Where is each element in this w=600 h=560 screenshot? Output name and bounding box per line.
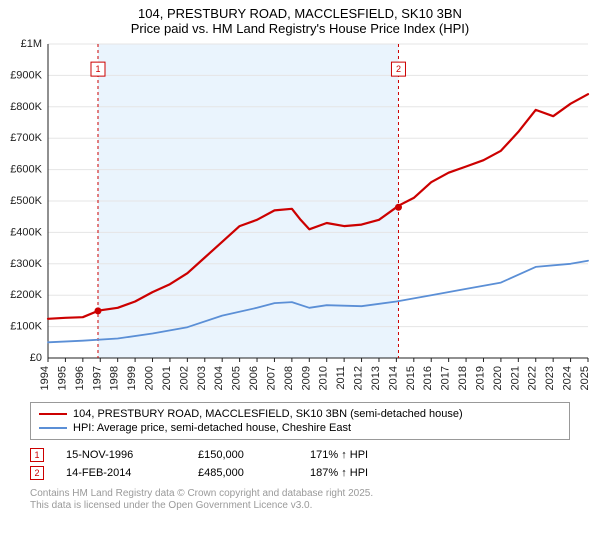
svg-text:2006: 2006 [248,366,260,390]
sale-price: £485,000 [198,467,288,479]
svg-text:£700K: £700K [10,132,42,144]
svg-text:2023: 2023 [544,366,556,390]
svg-text:£1M: £1M [21,38,42,50]
svg-text:2017: 2017 [440,366,452,390]
sale-row: 1 15-NOV-1996 £150,000 171% ↑ HPI [30,446,570,464]
sales-table: 1 15-NOV-1996 £150,000 171% ↑ HPI 2 14-FEB-20… [30,446,570,482]
svg-text:2004: 2004 [213,366,225,390]
svg-text:2005: 2005 [231,366,243,390]
svg-text:2021: 2021 [509,366,521,390]
svg-text:2020: 2020 [492,366,504,390]
legend-swatch [39,427,67,429]
svg-text:2019: 2019 [474,366,486,390]
sale-row: 2 14-FEB-2014 £485,000 187% ↑ HPI [30,464,570,482]
svg-text:£0: £0 [30,352,42,364]
svg-text:£900K: £900K [10,69,42,81]
svg-text:1997: 1997 [91,366,103,390]
legend-swatch [39,413,67,415]
sale-marker: 1 [30,448,44,462]
svg-text:2003: 2003 [196,366,208,390]
svg-text:2016: 2016 [422,366,434,390]
svg-text:2008: 2008 [283,366,295,390]
svg-text:£300K: £300K [10,258,42,270]
license-line1: Contains HM Land Registry data © Crown c… [30,488,570,500]
svg-text:1995: 1995 [56,366,68,390]
svg-text:2011: 2011 [335,366,347,390]
sale-price: £150,000 [198,449,288,461]
svg-text:2010: 2010 [318,366,330,390]
svg-text:2: 2 [396,64,401,74]
chart-title-block: 104, PRESTBURY ROAD, MACCLESFIELD, SK10 … [0,0,600,38]
sale-hpi-delta: 171% ↑ HPI [310,449,368,461]
svg-text:1999: 1999 [126,366,138,390]
sale-marker: 2 [30,466,44,480]
legend-row: 104, PRESTBURY ROAD, MACCLESFIELD, SK10 … [39,407,561,421]
license-text: Contains HM Land Registry data © Crown c… [30,488,570,512]
svg-text:1998: 1998 [109,366,121,390]
svg-text:2014: 2014 [387,366,399,390]
svg-text:2000: 2000 [144,366,156,390]
sale-hpi-delta: 187% ↑ HPI [310,467,368,479]
legend-row: HPI: Average price, semi-detached house,… [39,421,561,435]
legend-label: HPI: Average price, semi-detached house,… [73,422,351,434]
svg-text:2009: 2009 [300,366,312,390]
svg-text:2025: 2025 [579,366,591,390]
svg-text:1: 1 [95,64,100,74]
svg-text:1994: 1994 [39,366,51,390]
svg-text:2018: 2018 [457,366,469,390]
chart-footer: 104, PRESTBURY ROAD, MACCLESFIELD, SK10 … [0,398,600,518]
svg-text:£500K: £500K [10,195,42,207]
svg-text:2024: 2024 [562,366,574,390]
svg-text:2001: 2001 [161,366,173,390]
svg-text:1996: 1996 [74,366,86,390]
sale-date: 14-FEB-2014 [66,467,176,479]
chart-svg: £0 £100K £200K £300K £400K £500K £600K £700K £80… [0,38,600,398]
chart-title-line2: Price paid vs. HM Land Registry's House … [10,21,590,36]
chart-container: 104, PRESTBURY ROAD, MACCLESFIELD, SK10 … [0,0,600,560]
license-line2: This data is licensed under the Open Gov… [30,500,570,512]
svg-text:2022: 2022 [527,366,539,390]
svg-text:2012: 2012 [353,366,365,390]
svg-text:2013: 2013 [370,366,382,390]
svg-text:£600K: £600K [10,164,42,176]
svg-text:2002: 2002 [178,366,190,390]
svg-text:2007: 2007 [265,366,277,390]
chart-title-line1: 104, PRESTBURY ROAD, MACCLESFIELD, SK10 … [10,6,590,21]
legend-box: 104, PRESTBURY ROAD, MACCLESFIELD, SK10 … [30,402,570,440]
svg-text:£400K: £400K [10,226,42,238]
svg-text:£200K: £200K [10,289,42,301]
svg-text:£100K: £100K [10,321,42,333]
legend-label: 104, PRESTBURY ROAD, MACCLESFIELD, SK10 … [73,408,463,420]
svg-text:2015: 2015 [405,366,417,390]
svg-text:£800K: £800K [10,101,42,113]
sale-date: 15-NOV-1996 [66,449,176,461]
